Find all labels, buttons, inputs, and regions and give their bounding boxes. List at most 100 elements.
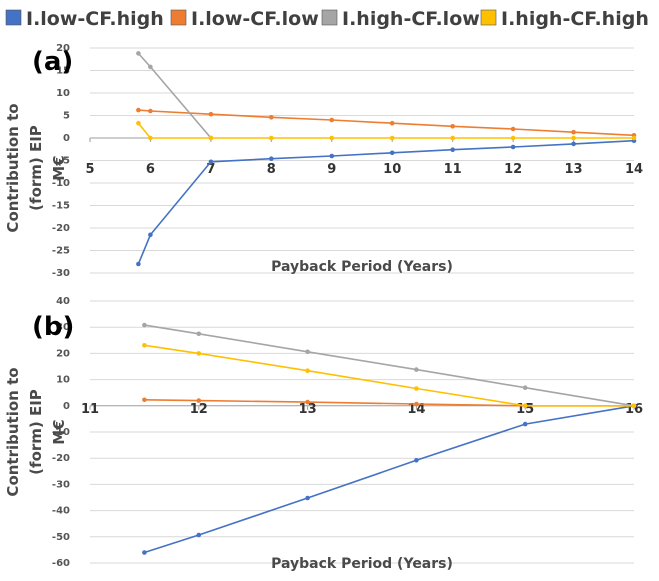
x-tick-label: 14 [625,162,643,177]
series-line-i-low-cf-low [144,399,634,407]
y-axis-title-line: M€ [50,155,68,180]
series-line-i-low-cf-low [138,109,635,137]
y-tick-label: -15 [52,201,70,212]
y-axis-title-line: (form) EIP [27,125,45,211]
data-point-i-high-cf-low [196,331,202,337]
data-point-i-low-cf-low [389,120,395,126]
data-point-i-high-cf-high [571,135,576,141]
legend-label-i-high-cf-low: I.high-CF.low [342,8,480,30]
x-tick-label: 11 [81,402,99,417]
data-point-i-low-cf-low [450,124,456,129]
data-point-i-high-cf-high [269,135,274,141]
legend-label-i-low-cf-low: I.low-CF.low [191,8,319,30]
data-point-i-low-cf-high [389,150,395,156]
legend-label-i-low-cf-high: I.low-CF.high [26,8,164,30]
data-point-i-high-cf-high [522,403,528,409]
data-point-i-low-cf-high [571,141,576,147]
legend-swatch-i-low-cf-high [5,9,22,26]
x-tick-label: 5 [85,162,94,177]
series-line-i-high-cf-high [144,344,634,407]
data-point-i-low-cf-low [196,398,202,403]
data-point-i-low-cf-low [510,126,516,132]
x-tick-label: 6 [146,162,155,177]
data-point-i-low-cf-low [208,111,214,117]
data-point-i-high-cf-high [329,135,335,141]
x-tick-label: 13 [565,162,583,177]
y-tick-label: -5 [59,156,70,167]
y-tick-label: -40 [52,506,70,517]
panel-label: (b) [32,312,74,342]
data-point-i-high-cf-high [389,135,395,141]
legend-swatch-i-high-cf-low [321,9,338,26]
data-point-i-high-cf-high [510,135,516,141]
y-tick-label: -20 [52,223,70,234]
y-axis-title-line: (form) EIP [27,389,45,475]
data-point-i-high-cf-low [522,385,528,391]
legend-swatch-i-low-cf-low [170,9,187,26]
x-tick-label: 10 [383,162,401,177]
data-point-i-low-cf-high [196,532,202,538]
y-axis-title: Contribution to (form) EIP M€ [4,103,68,232]
y-axis-title: Contribution to (form) EIP M€ [4,367,68,496]
data-point-i-high-cf-low [305,349,310,355]
y-tick-label: 20 [56,43,70,54]
y-tick-label: -20 [52,453,70,464]
data-point-i-low-cf-high [148,232,153,238]
data-point-i-high-cf-high [136,120,141,126]
x-tick-label: 7 [206,162,215,177]
y-tick-label: -30 [52,268,70,279]
data-point-i-low-cf-high [136,261,141,267]
y-tick-label: 20 [56,348,70,359]
y-tick-label: 0 [63,401,70,412]
x-axis-title: Payback Period (Years) [271,259,453,275]
panel-a: 20 15 10 5 0 -5 -10 -15 -20 -25 -30 5 6 7 8 9 10 11 12 13 14… [4,43,643,279]
data-point-i-high-cf-high [196,351,202,356]
x-tick-label: 8 [267,162,276,177]
x-tick-label: 12 [190,402,208,417]
y-tick-label: 0 [63,133,70,144]
x-tick-label: 13 [299,402,317,417]
data-point-i-high-cf-high [208,135,214,141]
x-tick-label: 12 [504,162,522,177]
series-line-i-high-cf-high [137,122,634,139]
y-tick-label: 15 [56,66,70,77]
data-point-i-low-cf-high [269,156,274,161]
data-point-i-low-cf-high [329,153,335,159]
y-axis-title-line: Contribution to [4,103,22,232]
data-point-i-high-cf-high [142,343,147,348]
series-line-i-low-cf-high [144,405,635,554]
x-tick-label: 11 [444,162,462,177]
data-point-i-low-cf-high [208,159,214,165]
legend-swatch-i-high-cf-high [480,9,497,26]
y-tick-label: -60 [52,558,70,569]
data-point-i-high-cf-low [148,64,153,70]
y-tick-label: -25 [52,246,70,257]
data-point-i-low-cf-low [305,399,310,405]
legend-label-i-high-cf-high: I.high-CF.high [501,8,649,30]
y-tick-label: -30 [52,479,70,490]
y-tick-label: -50 [52,532,70,543]
legend: I.low-CF.high I.low-CF.low I.high-CF.low I.… [5,8,649,30]
data-point-i-high-cf-low [414,367,419,372]
data-point-i-low-cf-low [148,108,153,114]
panel-label: (a) [32,47,73,77]
y-tick-label: 30 [56,322,70,333]
x-axis-title: Payback Period (Years) [271,556,453,572]
data-point-i-low-cf-high [414,458,419,463]
data-point-i-low-cf-low [414,401,419,407]
data-point-i-low-cf-high [510,144,516,150]
y-tick-label: 10 [56,88,70,99]
data-point-i-high-cf-low [136,51,141,56]
data-point-i-high-cf-high [631,403,637,409]
x-tick-label: 9 [327,162,336,177]
data-point-i-low-cf-high [522,421,528,427]
data-point-i-low-cf-low [329,117,335,123]
y-tick-label: 10 [56,375,70,386]
y-tick-label: 40 [56,296,70,307]
data-point-i-high-cf-low [142,322,147,328]
y-axis-title-line: Contribution to [4,367,22,496]
y-axis-title-line: M€ [50,419,68,444]
data-point-i-low-cf-high [450,147,456,152]
